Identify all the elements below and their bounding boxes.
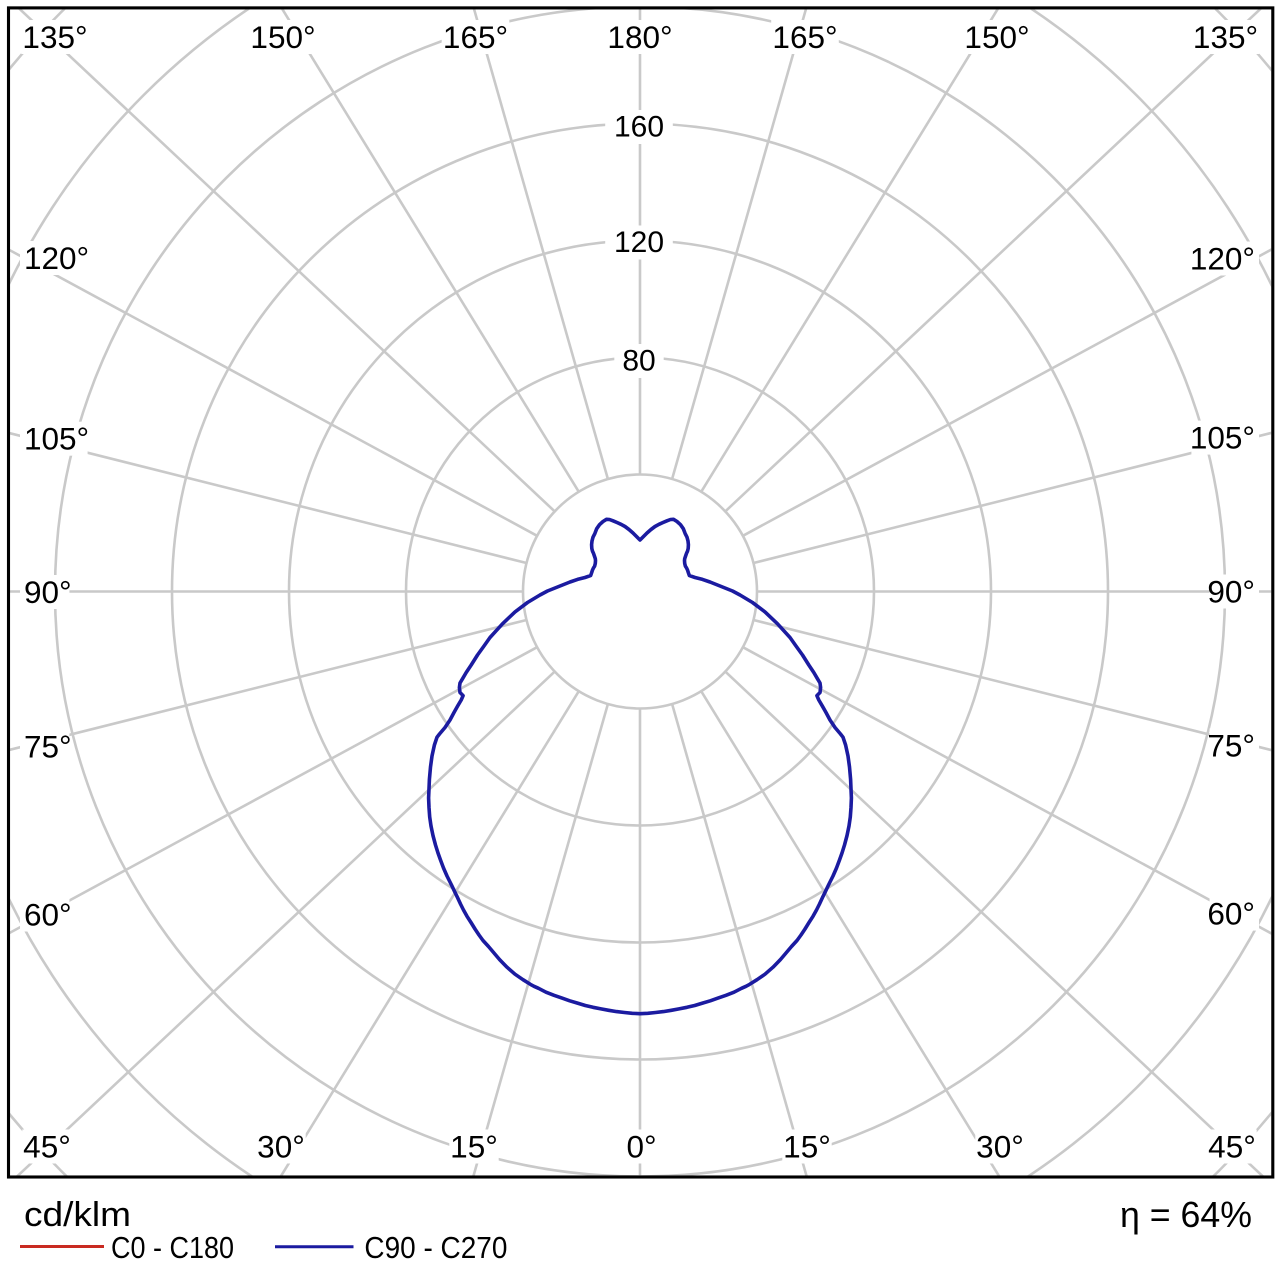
svg-text:180°: 180° xyxy=(607,19,672,55)
svg-text:150°: 150° xyxy=(250,19,315,55)
svg-text:165°: 165° xyxy=(443,19,508,55)
svg-text:120°: 120° xyxy=(1190,241,1255,277)
svg-text:80: 80 xyxy=(622,345,655,378)
svg-text:η = 64%: η = 64% xyxy=(1120,1194,1252,1235)
svg-text:45°: 45° xyxy=(23,1129,71,1165)
svg-text:cd/klm: cd/klm xyxy=(24,1196,131,1234)
svg-text:15°: 15° xyxy=(450,1129,498,1165)
svg-text:150°: 150° xyxy=(964,19,1029,55)
svg-text:135°: 135° xyxy=(1193,19,1258,55)
svg-text:120: 120 xyxy=(614,226,664,259)
svg-text:60°: 60° xyxy=(1207,896,1255,932)
svg-text:C0 - C180: C0 - C180 xyxy=(111,1230,234,1265)
svg-text:0°: 0° xyxy=(626,1129,656,1165)
svg-text:165°: 165° xyxy=(772,19,837,55)
svg-text:105°: 105° xyxy=(24,421,89,457)
svg-text:75°: 75° xyxy=(1207,727,1255,763)
svg-text:90°: 90° xyxy=(1207,574,1255,610)
svg-text:45°: 45° xyxy=(1208,1129,1256,1165)
svg-text:30°: 30° xyxy=(257,1129,305,1165)
svg-text:60°: 60° xyxy=(24,897,72,933)
svg-text:135°: 135° xyxy=(22,19,87,55)
svg-text:160: 160 xyxy=(614,111,664,144)
svg-text:105°: 105° xyxy=(1190,420,1255,456)
svg-text:15°: 15° xyxy=(783,1129,831,1165)
svg-text:120°: 120° xyxy=(24,240,89,276)
svg-text:C90 - C270: C90 - C270 xyxy=(364,1230,507,1265)
svg-text:30°: 30° xyxy=(976,1129,1024,1165)
svg-text:75°: 75° xyxy=(24,729,72,765)
svg-text:90°: 90° xyxy=(24,574,72,610)
